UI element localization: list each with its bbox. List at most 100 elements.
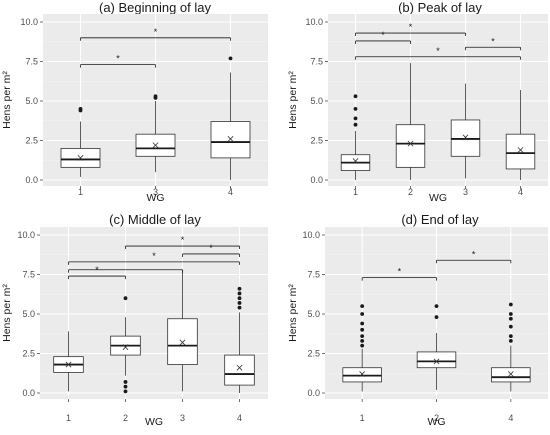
significance-bracket: * [182, 243, 240, 257]
outlier-point [360, 334, 365, 339]
significance-bracket: * [125, 235, 240, 250]
x-tick-label: 2 [123, 413, 128, 423]
box-1 [342, 304, 382, 392]
y-axis-label: Hens per m² [1, 71, 13, 129]
x-axis-label: WG [145, 416, 163, 428]
box-iqr [416, 351, 457, 369]
x-tick-label: 1 [353, 187, 358, 197]
significance-bracket: * [355, 46, 521, 60]
panel-title: (a) Beginning of lay [99, 0, 212, 15]
x-axis-label: WG [146, 192, 164, 204]
significance-label: * [409, 22, 413, 32]
box-1 [60, 107, 101, 177]
y-axis-label: Hens per m² [287, 284, 299, 342]
significance-label: * [381, 30, 385, 40]
y-tick-label: 5.0 [22, 309, 35, 319]
box-3 [450, 83, 481, 179]
mean-marker [352, 158, 359, 164]
outlier-point [360, 338, 365, 343]
panel-title: (d) End of lay [401, 212, 479, 227]
y-tick-label: 10.0 [305, 17, 323, 27]
y-tick-label: 7.5 [25, 57, 38, 67]
box-iqr [167, 318, 198, 365]
mean-marker [359, 371, 366, 377]
y-tick-label: 7.5 [307, 270, 320, 280]
significance-label: * [209, 243, 213, 253]
outlier-point [353, 107, 358, 111]
x-tick-label: 4 [508, 413, 513, 423]
outlier-point [434, 304, 439, 308]
box-iqr [491, 367, 531, 383]
significance-label: * [181, 235, 185, 245]
mean-marker [122, 344, 129, 351]
mean-marker [65, 361, 72, 368]
chart-panel-1: (a) Beginning of lay 0.0 2.5 5.0 7.5 10.0 1 3 4 W… [1, 0, 268, 204]
box-1 [340, 94, 371, 180]
y-axis-label: Hens per m² [1, 284, 13, 342]
x-tick-label: 3 [153, 187, 158, 197]
box-iqr [224, 354, 255, 386]
outlier-point [237, 296, 242, 301]
y-tick-label: 0.0 [307, 388, 320, 398]
significance-bracket: * [355, 30, 411, 44]
box-iqr [210, 121, 251, 159]
significance-bracket: * [68, 251, 240, 265]
outlier-point [360, 304, 365, 308]
outlier-point [353, 122, 358, 127]
significance-bracket: * [355, 22, 466, 37]
y-axis-label: Hens per m² [287, 71, 299, 129]
x-tick-label: 1 [360, 413, 365, 423]
box-2 [416, 304, 457, 390]
x-axis-label: WG [427, 416, 445, 428]
box-3 [167, 269, 198, 392]
mean-marker [462, 134, 469, 141]
outlier-point [153, 94, 158, 99]
significance-label: * [154, 27, 158, 37]
outlier-point [360, 343, 365, 348]
significance-label: * [398, 267, 402, 277]
outlier-point [360, 327, 365, 332]
outlier-point [78, 107, 83, 111]
significance-label: * [491, 36, 495, 46]
significance-label: * [116, 54, 120, 64]
x-tick-label: 4 [228, 187, 233, 197]
panel-title: (b) Peak of lay [398, 0, 482, 15]
box-4 [224, 286, 255, 393]
outlier-point [123, 389, 128, 394]
outlier-point [123, 380, 128, 384]
outlier-point [237, 291, 242, 296]
box-iqr [505, 133, 536, 170]
significance-label: * [152, 251, 156, 261]
outlier-point [434, 315, 439, 320]
box-3 [135, 94, 176, 173]
box-1 [53, 331, 84, 392]
y-tick-label: 10.0 [17, 230, 35, 240]
significance-label: * [436, 46, 440, 56]
outlier-point [353, 94, 358, 99]
chart-panel-4: (d) End of lay 0.0 2.5 5.0 7.5 10.0 1 2 4 WG Hens … [287, 212, 548, 428]
mean-marker [236, 364, 243, 371]
chart-panel-2: (b) Peak of lay 0.0 2.5 5.0 7.5 10.0 1 2 3 4 WG Hen… [287, 0, 548, 204]
significance-bracket: * [80, 27, 231, 41]
significance-bracket [68, 269, 183, 273]
outlier-point [228, 56, 233, 61]
y-tick-label: 2.5 [310, 136, 323, 146]
mean-marker [152, 142, 159, 149]
outlier-point [508, 334, 513, 339]
mean-marker [179, 339, 186, 346]
y-tick-label: 0.0 [22, 388, 35, 398]
outlier-point [508, 312, 513, 316]
significance-bracket: * [465, 36, 521, 51]
y-tick-label: 0.0 [310, 175, 323, 185]
x-tick-label: 3 [180, 413, 185, 423]
panel-title: (c) Middle of lay [109, 212, 201, 227]
outlier-point [508, 338, 513, 343]
outlier-point [237, 301, 242, 305]
x-tick-label: 4 [518, 187, 523, 197]
box-4 [491, 302, 531, 392]
y-tick-label: 5.0 [310, 96, 323, 106]
outlier-point [123, 384, 128, 389]
y-tick-label: 2.5 [22, 349, 35, 359]
outlier-point [353, 116, 358, 121]
